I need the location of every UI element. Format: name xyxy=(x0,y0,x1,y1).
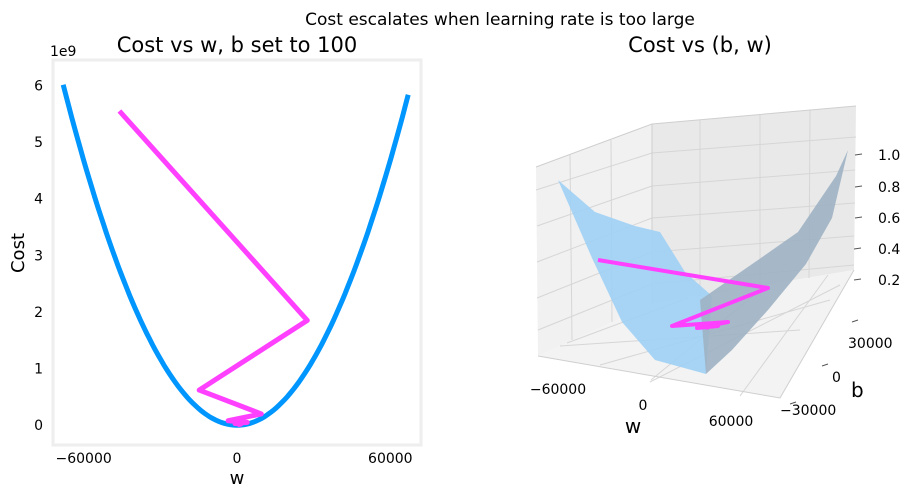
y-axis-label: Cost xyxy=(8,233,29,273)
surface-right xyxy=(700,150,848,374)
x-tick-label: 0 xyxy=(233,451,242,467)
w-tick-label: 60000 xyxy=(709,414,754,430)
w-tick-label: 0 xyxy=(639,398,648,414)
z-tick-label: 1.0 xyxy=(878,148,900,164)
descent-path-line xyxy=(117,109,310,428)
z-tick-label: 0.4 xyxy=(878,242,900,258)
b-tick-label: −30000 xyxy=(780,403,836,419)
y-tick-label: 6 xyxy=(34,78,43,94)
y-tick-label: 1 xyxy=(34,362,43,378)
b-axis-label: b xyxy=(851,378,864,402)
z-tick-label: 0.2 xyxy=(878,273,900,289)
left-axis-ticks: −60000 0 60000 0 1 2 3 4 5 6 xyxy=(34,78,413,467)
y-tick-label: 2 xyxy=(34,305,43,321)
chart-left: Cost vs w, b set to 100 1e9 −60000 0 60000… xyxy=(8,33,423,489)
w-tick-label: −60000 xyxy=(530,382,586,398)
y-tick-label: 3 xyxy=(34,248,43,264)
figure-suptitle: Cost escalates when learning rate is too… xyxy=(305,10,695,30)
left-series xyxy=(60,84,411,428)
x-tick-label: −60000 xyxy=(56,451,112,467)
z-tick-label: 0.6 xyxy=(878,211,900,227)
y-offset-label: 1e9 xyxy=(50,44,76,60)
z-tick-label: 0.8 xyxy=(878,180,900,196)
x-axis-label: w xyxy=(230,468,245,489)
y-tick-label: 5 xyxy=(34,135,43,151)
chart-right: Cost vs (b, w) xyxy=(530,33,900,438)
y-tick-label: 0 xyxy=(34,418,43,434)
x-tick-label: 60000 xyxy=(368,451,413,467)
descent-path-3d xyxy=(597,258,770,330)
chart-right-title: Cost vs (b, w) xyxy=(628,33,772,57)
chart-left-title: Cost vs w, b set to 100 xyxy=(117,33,358,57)
b-axis: 30000 0 −30000 b xyxy=(780,319,893,419)
w-axis-label: w xyxy=(625,414,641,438)
b-tick-label: 0 xyxy=(832,370,841,386)
b-tick-label: 30000 xyxy=(848,336,893,352)
plot-area xyxy=(51,58,423,447)
w-axis: −60000 0 60000 w xyxy=(530,382,753,438)
z-axis: 1.0 0.8 0.6 0.4 0.2 xyxy=(853,148,900,289)
y-tick-label: 4 xyxy=(34,192,43,208)
